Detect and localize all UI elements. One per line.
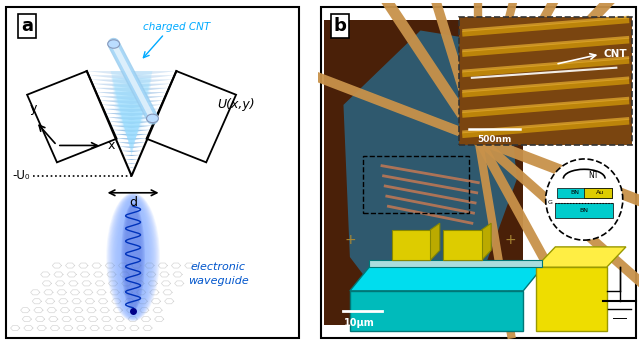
- Polygon shape: [123, 155, 141, 156]
- Ellipse shape: [106, 193, 160, 321]
- Text: G: G: [548, 200, 553, 205]
- Polygon shape: [369, 260, 542, 267]
- Text: d: d: [129, 196, 137, 209]
- Ellipse shape: [111, 195, 155, 319]
- Text: U(x,y): U(x,y): [217, 98, 255, 111]
- Polygon shape: [87, 71, 177, 76]
- Polygon shape: [443, 230, 482, 260]
- Polygon shape: [128, 167, 135, 168]
- Polygon shape: [392, 254, 430, 260]
- Polygon shape: [126, 163, 137, 164]
- Ellipse shape: [146, 114, 159, 122]
- Ellipse shape: [107, 193, 159, 321]
- Text: x: x: [108, 139, 115, 152]
- Polygon shape: [482, 223, 491, 260]
- Ellipse shape: [121, 203, 145, 311]
- Polygon shape: [343, 30, 517, 308]
- Polygon shape: [107, 117, 157, 120]
- Ellipse shape: [108, 40, 119, 48]
- Polygon shape: [114, 112, 149, 146]
- Polygon shape: [94, 88, 169, 92]
- Ellipse shape: [123, 204, 143, 310]
- Polygon shape: [116, 138, 148, 140]
- Polygon shape: [101, 105, 162, 108]
- Polygon shape: [105, 113, 159, 116]
- Ellipse shape: [108, 194, 157, 320]
- Text: BN: BN: [570, 190, 579, 195]
- Ellipse shape: [122, 203, 144, 311]
- Ellipse shape: [108, 194, 159, 321]
- Polygon shape: [146, 71, 236, 162]
- Text: -U₀: -U₀: [12, 169, 30, 183]
- Polygon shape: [350, 291, 523, 332]
- Text: CNT: CNT: [603, 49, 627, 59]
- Ellipse shape: [110, 194, 156, 320]
- Polygon shape: [110, 126, 153, 128]
- Polygon shape: [110, 71, 153, 156]
- Polygon shape: [116, 125, 148, 142]
- Polygon shape: [100, 100, 164, 104]
- Text: 10μm: 10μm: [344, 318, 375, 328]
- Polygon shape: [113, 98, 150, 149]
- Polygon shape: [112, 91, 151, 150]
- Bar: [555, 203, 613, 218]
- Polygon shape: [324, 20, 523, 325]
- Text: +: +: [505, 233, 516, 247]
- Polygon shape: [112, 85, 152, 152]
- Text: a: a: [21, 17, 33, 35]
- Ellipse shape: [124, 204, 142, 310]
- Polygon shape: [459, 17, 632, 146]
- Polygon shape: [112, 130, 152, 132]
- Polygon shape: [443, 254, 482, 260]
- FancyBboxPatch shape: [321, 7, 636, 338]
- Polygon shape: [27, 71, 117, 162]
- Polygon shape: [430, 223, 440, 260]
- Text: NT: NT: [589, 171, 599, 180]
- Polygon shape: [125, 159, 139, 160]
- Polygon shape: [114, 105, 150, 147]
- FancyBboxPatch shape: [6, 7, 299, 338]
- Bar: [363, 156, 469, 213]
- Polygon shape: [121, 151, 143, 152]
- Polygon shape: [92, 83, 171, 88]
- Polygon shape: [98, 96, 166, 100]
- Polygon shape: [392, 230, 430, 260]
- Text: electronic
waveguide: electronic waveguide: [187, 262, 248, 286]
- Circle shape: [546, 159, 623, 240]
- Bar: [557, 188, 611, 198]
- Ellipse shape: [109, 194, 157, 320]
- Text: 500nm: 500nm: [477, 135, 512, 144]
- Polygon shape: [108, 121, 155, 124]
- Text: y: y: [30, 102, 37, 115]
- Bar: [584, 188, 611, 198]
- Polygon shape: [96, 92, 168, 96]
- Polygon shape: [536, 267, 607, 332]
- Text: BN: BN: [580, 208, 589, 213]
- Ellipse shape: [112, 195, 154, 319]
- Ellipse shape: [123, 204, 144, 310]
- Polygon shape: [111, 78, 152, 154]
- Polygon shape: [350, 267, 542, 291]
- Polygon shape: [89, 75, 175, 80]
- Polygon shape: [114, 134, 150, 136]
- Polygon shape: [117, 142, 146, 144]
- Polygon shape: [119, 147, 144, 148]
- Text: b: b: [334, 17, 347, 35]
- Polygon shape: [536, 247, 626, 267]
- Polygon shape: [91, 79, 173, 84]
- Text: Au: Au: [596, 190, 604, 195]
- Bar: [459, 17, 632, 146]
- Polygon shape: [103, 109, 160, 112]
- Text: +: +: [344, 233, 356, 247]
- Polygon shape: [115, 118, 148, 144]
- Text: charged CNT: charged CNT: [143, 22, 210, 32]
